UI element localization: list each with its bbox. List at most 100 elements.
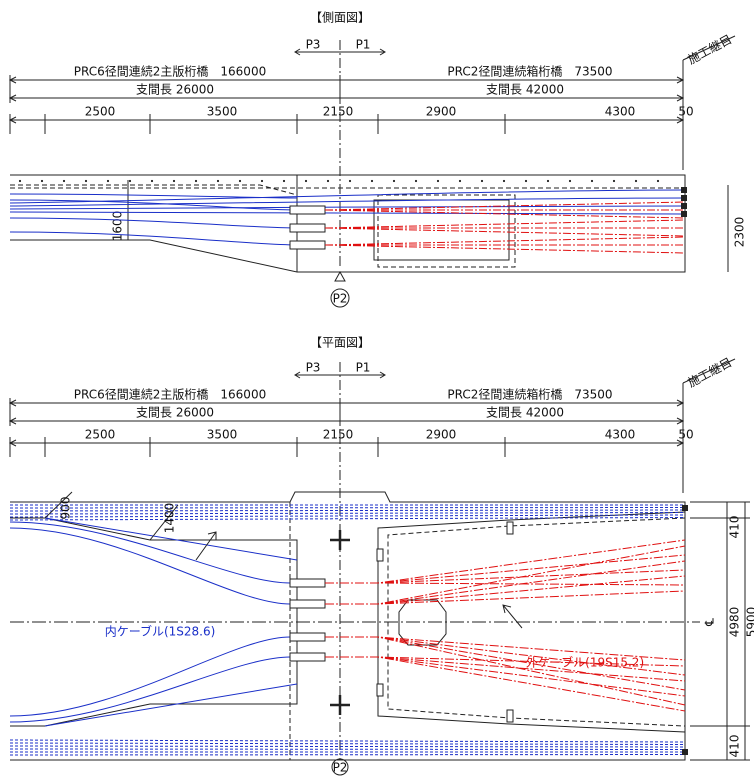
segment-length: 2900	[426, 428, 457, 442]
dot	[525, 180, 527, 182]
segment-length: 4300	[605, 428, 636, 442]
inner-cable	[10, 743, 685, 745]
anchor	[290, 241, 325, 249]
inner-cable	[10, 232, 297, 245]
inner-cable	[10, 513, 685, 515]
anchor	[377, 549, 383, 561]
inner-cable	[10, 218, 297, 228]
bearing	[335, 272, 345, 281]
width-label: 410	[728, 516, 742, 539]
anchor	[507, 710, 513, 722]
anchor	[681, 203, 687, 209]
bridge-name: PRC6径間連続2主版桁橋 166000	[74, 65, 266, 79]
dot	[239, 180, 241, 182]
width-label: 900	[59, 497, 73, 520]
anchor	[290, 224, 325, 232]
anchor	[507, 522, 513, 534]
dot	[129, 180, 131, 182]
dot	[437, 180, 439, 182]
anchor	[290, 600, 325, 608]
span-length: 支間長 26000	[136, 406, 214, 420]
pier-label: P2	[333, 292, 348, 306]
outer-cable	[325, 237, 685, 245]
outer-cable	[325, 561, 685, 604]
inner-cable	[10, 206, 685, 209]
pier-label: P1	[356, 361, 371, 375]
segment-length: 2150	[323, 428, 354, 442]
segment-length: 2150	[323, 105, 354, 119]
dot	[415, 180, 417, 182]
dot	[591, 180, 593, 182]
dot	[195, 180, 197, 182]
segment-length: 2500	[85, 428, 116, 442]
height-label: 2300	[733, 217, 747, 248]
outer-cable	[325, 228, 685, 236]
dot	[481, 180, 483, 182]
segment-length: 4300	[605, 105, 636, 119]
pier-label: P1	[356, 38, 371, 52]
cable-label: 内ケーブル(1S28.6)	[105, 624, 216, 639]
dot	[41, 180, 43, 182]
dot	[635, 180, 637, 182]
dot	[503, 180, 505, 182]
width-label: 5900	[745, 607, 754, 638]
inner-cable	[10, 508, 685, 509]
dot	[547, 180, 549, 182]
dot	[613, 180, 615, 182]
bridge-name: PRC6径間連続2主版桁橋 166000	[74, 388, 266, 402]
segment-length: 2900	[426, 105, 457, 119]
anchor	[682, 749, 688, 755]
height-label: 1600	[111, 211, 125, 242]
pier-label: P3	[306, 361, 321, 375]
inner-cable	[10, 749, 685, 750]
leader-arrow	[503, 605, 522, 628]
dot	[173, 180, 175, 182]
anchor	[682, 505, 688, 511]
pier-label: P3	[306, 38, 321, 52]
outer-cable	[325, 245, 685, 253]
segment-length: 2500	[85, 105, 116, 119]
view-title: 【側面図】	[310, 11, 370, 25]
dot	[283, 180, 285, 182]
anchor	[681, 195, 687, 201]
dot	[569, 180, 571, 182]
dot	[371, 180, 373, 182]
span-length: 支間長 42000	[486, 83, 564, 97]
dot	[349, 180, 351, 182]
bridge-name: PRC2径間連続箱桁橋 73500	[447, 387, 612, 402]
pier-label: P2	[333, 761, 348, 775]
anchor	[290, 579, 325, 587]
inner-cable	[10, 510, 685, 511]
inner-cable	[10, 518, 685, 521]
segment-length: 3500	[207, 105, 238, 119]
centerline-mark: ℄	[703, 618, 717, 627]
cable-label: 外ケーブル(19S15.2)	[526, 655, 644, 670]
outer-cable	[325, 591, 685, 604]
span-length: 支間長 42000	[486, 406, 564, 420]
anchor	[290, 206, 325, 214]
anchor	[681, 187, 687, 193]
width-label: 410	[728, 735, 742, 758]
dot	[151, 180, 153, 182]
cross-mark	[330, 695, 350, 715]
dot	[657, 180, 659, 182]
dot	[217, 180, 219, 182]
dot	[261, 180, 263, 182]
joint-label: 施工継目	[685, 31, 734, 67]
dot	[393, 180, 395, 182]
anchor	[377, 684, 383, 696]
dot	[305, 180, 307, 182]
dot	[19, 180, 21, 182]
inner-cable	[10, 755, 685, 756]
cross-mark	[330, 530, 350, 550]
segment-length: 50	[678, 428, 693, 442]
dot	[327, 180, 329, 182]
dot	[85, 180, 87, 182]
view-title: 【平面図】	[310, 336, 370, 350]
anchor	[681, 211, 687, 217]
drawing: 【側面図】 P3 P1 PRC6径間連続2主版桁橋 166000 PRC2径間連続箱桁橋…	[0, 0, 754, 776]
dot	[63, 180, 65, 182]
outer-cable	[325, 220, 685, 228]
inner-cable	[10, 740, 685, 742]
inner-cable	[45, 684, 297, 726]
